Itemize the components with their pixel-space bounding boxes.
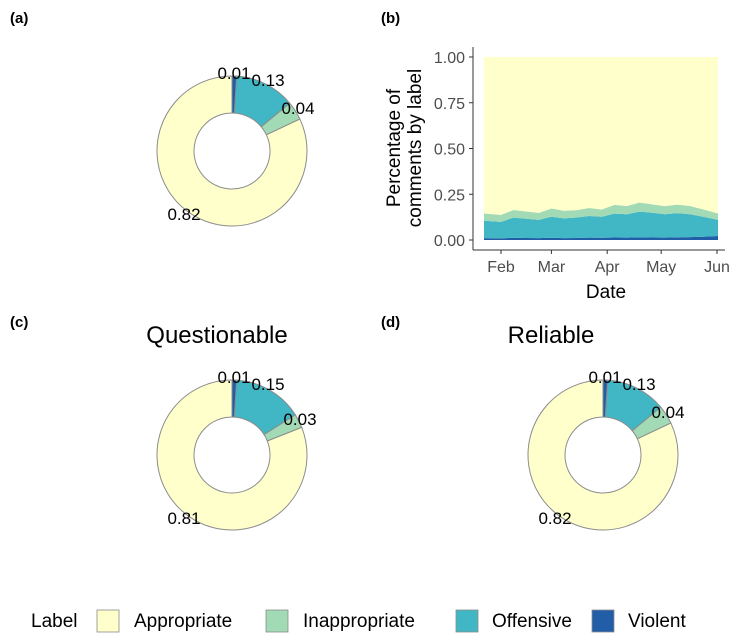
y-tick-label: 1.00 [434, 50, 465, 67]
donut-chart-questionable: 0.01 0.15 0.03 0.81 [156, 368, 317, 531]
x-axis-ticks: Feb Mar Apr May Jun [487, 250, 730, 276]
y-tick-label: 0.50 [434, 142, 465, 159]
slice-value-label-violent: 0.01 [217, 64, 250, 83]
area-chart-over-time: 0.00 0.25 0.50 0.75 1.00 Feb Mar Apr May Jun Dat… [384, 47, 730, 303]
legend-swatch-appropriate [96, 609, 120, 633]
donut-chart-reliable: 0.01 0.13 0.04 0.82 [527, 368, 685, 531]
slice-value-label-offensive: 0.13 [622, 375, 655, 394]
slice-value-label-violent: 0.01 [217, 368, 250, 387]
panel-label-b: (b) [381, 10, 400, 27]
x-tick-label: May [646, 259, 676, 276]
donut-chart-overall: 0.01 0.13 0.04 0.82 [156, 64, 315, 227]
panel-label-a: (a) [10, 10, 28, 27]
legend-swatch-offensive [455, 609, 479, 633]
donut-slice-appropriate [156, 75, 308, 227]
legend-label-offensive: Offensive [492, 611, 572, 632]
slice-value-label-inappropriate: 0.03 [283, 410, 316, 429]
y-axis-title-line-2: comments by label [405, 69, 426, 227]
chart-title-questionable: Questionable [146, 322, 287, 349]
x-tick-label: Jun [704, 259, 730, 276]
legend-title: Label [31, 611, 78, 632]
slice-value-label-appropriate: 0.81 [167, 509, 200, 528]
slice-value-label-appropriate: 0.82 [167, 205, 200, 224]
y-tick-label: 0.00 [434, 233, 465, 250]
legend-label-inappropriate: Inappropriate [303, 611, 415, 632]
area-series-appropriate [484, 57, 718, 215]
slice-value-label-offensive: 0.15 [251, 375, 284, 394]
legend: Label Appropriate Inappropriate Offensiv… [31, 609, 686, 633]
x-tick-label: Feb [487, 259, 515, 276]
panel-label-c: (c) [10, 314, 28, 331]
slice-value-label-offensive: 0.13 [251, 71, 284, 90]
legend-label-violent: Violent [628, 611, 686, 632]
y-axis-title-line-1: Percentage of [384, 88, 405, 207]
x-tick-label: Apr [595, 259, 621, 276]
y-tick-label: 0.75 [434, 96, 465, 113]
area-series-violent [484, 235, 718, 240]
slice-value-label-inappropriate: 0.04 [281, 99, 314, 118]
slice-value-label-inappropriate: 0.04 [651, 403, 684, 422]
area-layers [484, 57, 718, 240]
legend-swatch-violent [591, 609, 615, 633]
chart-title-reliable: Reliable [508, 322, 595, 349]
legend-label-appropriate: Appropriate [134, 611, 232, 632]
y-axis-ticks: 0.00 0.25 0.50 0.75 1.00 [434, 50, 473, 250]
area-series-inappropriate [484, 202, 718, 222]
slice-value-label-violent: 0.01 [588, 368, 621, 387]
y-tick-label: 0.25 [434, 187, 465, 204]
panel-label-d: (d) [381, 314, 400, 331]
area-series-offensive [484, 211, 718, 239]
donut-slice-appropriate [156, 379, 308, 531]
slice-value-label-appropriate: 0.82 [538, 509, 571, 528]
x-axis-title: Date [586, 282, 626, 303]
legend-swatch-inappropriate [265, 609, 289, 633]
donut-slice-appropriate [527, 379, 679, 531]
x-tick-label: Mar [538, 259, 566, 276]
